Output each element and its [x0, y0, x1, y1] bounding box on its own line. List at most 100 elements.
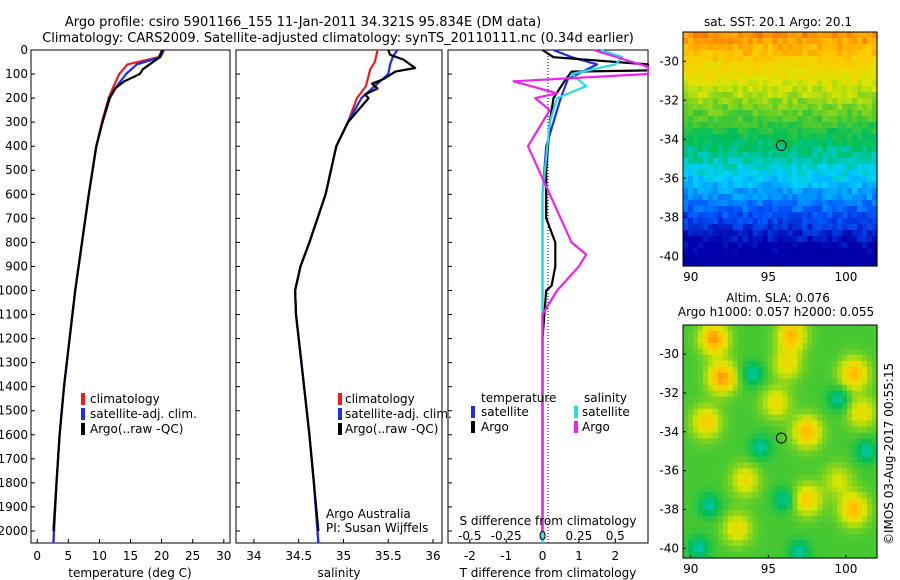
- heatmap-cell: [737, 260, 744, 267]
- heatmap-cell: [807, 396, 813, 404]
- heatmap-cell: [752, 44, 759, 51]
- heatmap-cell: [752, 188, 759, 195]
- heatmap-cell: [717, 158, 724, 165]
- heatmap-cell: [712, 206, 719, 213]
- heatmap-cell: [852, 224, 858, 231]
- heatmap-cell: [697, 218, 704, 225]
- x-tick-label: 1: [575, 549, 583, 563]
- heatmap-cell: [777, 325, 784, 332]
- heatmap-cell: [747, 218, 754, 225]
- heatmap-cell: [837, 206, 843, 213]
- heatmap-cell: [712, 552, 719, 559]
- heatmap-cell: [752, 260, 759, 267]
- heatmap-cell: [812, 492, 818, 499]
- heatmap-cell: [777, 366, 784, 374]
- heatmap-cell: [832, 426, 838, 434]
- heatmap-cell: [772, 260, 779, 267]
- heatmap-cell: [722, 516, 729, 523]
- heatmap-cell: [822, 510, 828, 517]
- heatmap-cell: [712, 498, 719, 505]
- heatmap-cell: [767, 450, 774, 458]
- heatmap-cell: [737, 450, 744, 458]
- heatmap-cell: [817, 128, 823, 135]
- heatmap-cell: [782, 354, 789, 362]
- heatmap-cell: [712, 480, 719, 487]
- heatmap-cell: [772, 330, 779, 338]
- heatmap-cell: [857, 516, 863, 523]
- heatmap-cell: [782, 522, 789, 529]
- heatmap-cell: [707, 408, 714, 416]
- heatmap-cell: [683, 38, 689, 45]
- heatmap-cell: [827, 32, 833, 39]
- heatmap-cell: [722, 260, 729, 267]
- heatmap-cell: [767, 330, 774, 338]
- heatmap-cell: [707, 230, 714, 237]
- heatmap-cell: [692, 170, 699, 177]
- heatmap-cell: [702, 200, 709, 207]
- heatmap-cell: [792, 86, 799, 93]
- heatmap-cell: [742, 98, 749, 105]
- heatmap-cell: [777, 408, 784, 416]
- heatmap-cell: [742, 242, 749, 249]
- heatmap-cell: [747, 342, 754, 350]
- heatmap-cell: [837, 158, 843, 165]
- heatmap-cell: [752, 224, 759, 231]
- heatmap-cell: [852, 528, 858, 535]
- heatmap-cell: [697, 164, 704, 171]
- heatmap-cell: [867, 62, 873, 69]
- heatmap-cell: [727, 164, 734, 171]
- heatmap-cell: [797, 128, 803, 135]
- heatmap-cell: [847, 468, 853, 475]
- heatmap-cell: [702, 402, 709, 410]
- heatmap-cell: [767, 212, 774, 219]
- heatmap-cell: [797, 462, 803, 469]
- heatmap-cell: [842, 74, 848, 81]
- x-tick-label: 25: [185, 549, 200, 563]
- heatmap-cell: [712, 38, 719, 45]
- heatmap-cell: [817, 38, 823, 45]
- heatmap-cell: [717, 98, 724, 105]
- heatmap-cell: [707, 194, 714, 201]
- y-tick-label: 1600: [0, 428, 28, 442]
- y-tick-label: 2000: [0, 524, 28, 538]
- heatmap-cell: [752, 200, 759, 207]
- heatmap-cell: [777, 342, 784, 350]
- heatmap-cell: [712, 122, 719, 129]
- heatmap-cell: [692, 432, 699, 440]
- heatmap-cell: [872, 534, 878, 541]
- heatmap-cell: [797, 420, 803, 428]
- heatmap-cell: [862, 432, 868, 440]
- heatmap-cell: [702, 254, 709, 261]
- heatmap-cell: [767, 164, 774, 171]
- heatmap-cell: [842, 456, 848, 464]
- heatmap-cell: [797, 402, 803, 410]
- heatmap-cell: [762, 336, 769, 344]
- heatmap-cell: [772, 188, 779, 195]
- heatmap-cell: [747, 122, 754, 129]
- heatmap-cell: [762, 62, 769, 69]
- heatmap-cell: [692, 122, 699, 129]
- heatmap-cell: [822, 38, 828, 45]
- heatmap-cell: [702, 426, 709, 434]
- heatmap-cell: [842, 98, 848, 105]
- heatmap-cell: [752, 110, 759, 117]
- heatmap-cell: [862, 342, 868, 350]
- heatmap-cell: [692, 408, 699, 416]
- heatmap-cell: [817, 134, 823, 141]
- heatmap-cell: [842, 522, 848, 529]
- heatmap-cell: [847, 522, 853, 529]
- heatmap-cell: [767, 224, 774, 231]
- heatmap-cell: [782, 528, 789, 535]
- difference-profiles: [512, 48, 650, 543]
- heatmap-cell: [772, 325, 779, 332]
- heatmap-cell: [747, 134, 754, 141]
- heatmap-cell: [792, 230, 799, 237]
- heatmap-cell: [727, 390, 734, 398]
- heatmap-cell: [777, 510, 784, 517]
- heatmap-cell: [762, 140, 769, 147]
- legend-argo: Argo(..raw -QC): [90, 422, 183, 436]
- heatmap-cell: [722, 504, 729, 511]
- heatmap-cell: [707, 510, 714, 517]
- heatmap-cell: [857, 552, 863, 559]
- heatmap-cell: [752, 360, 759, 368]
